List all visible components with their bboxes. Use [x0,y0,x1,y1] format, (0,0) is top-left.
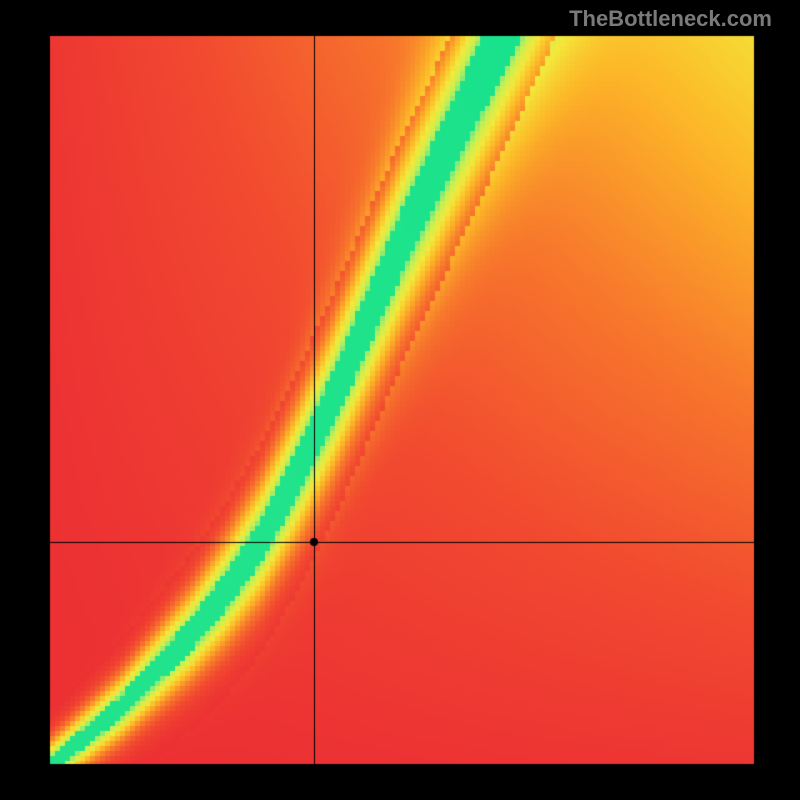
watermark-text: TheBottleneck.com [569,6,772,32]
heatmap-canvas [0,0,800,800]
chart-container: TheBottleneck.com [0,0,800,800]
